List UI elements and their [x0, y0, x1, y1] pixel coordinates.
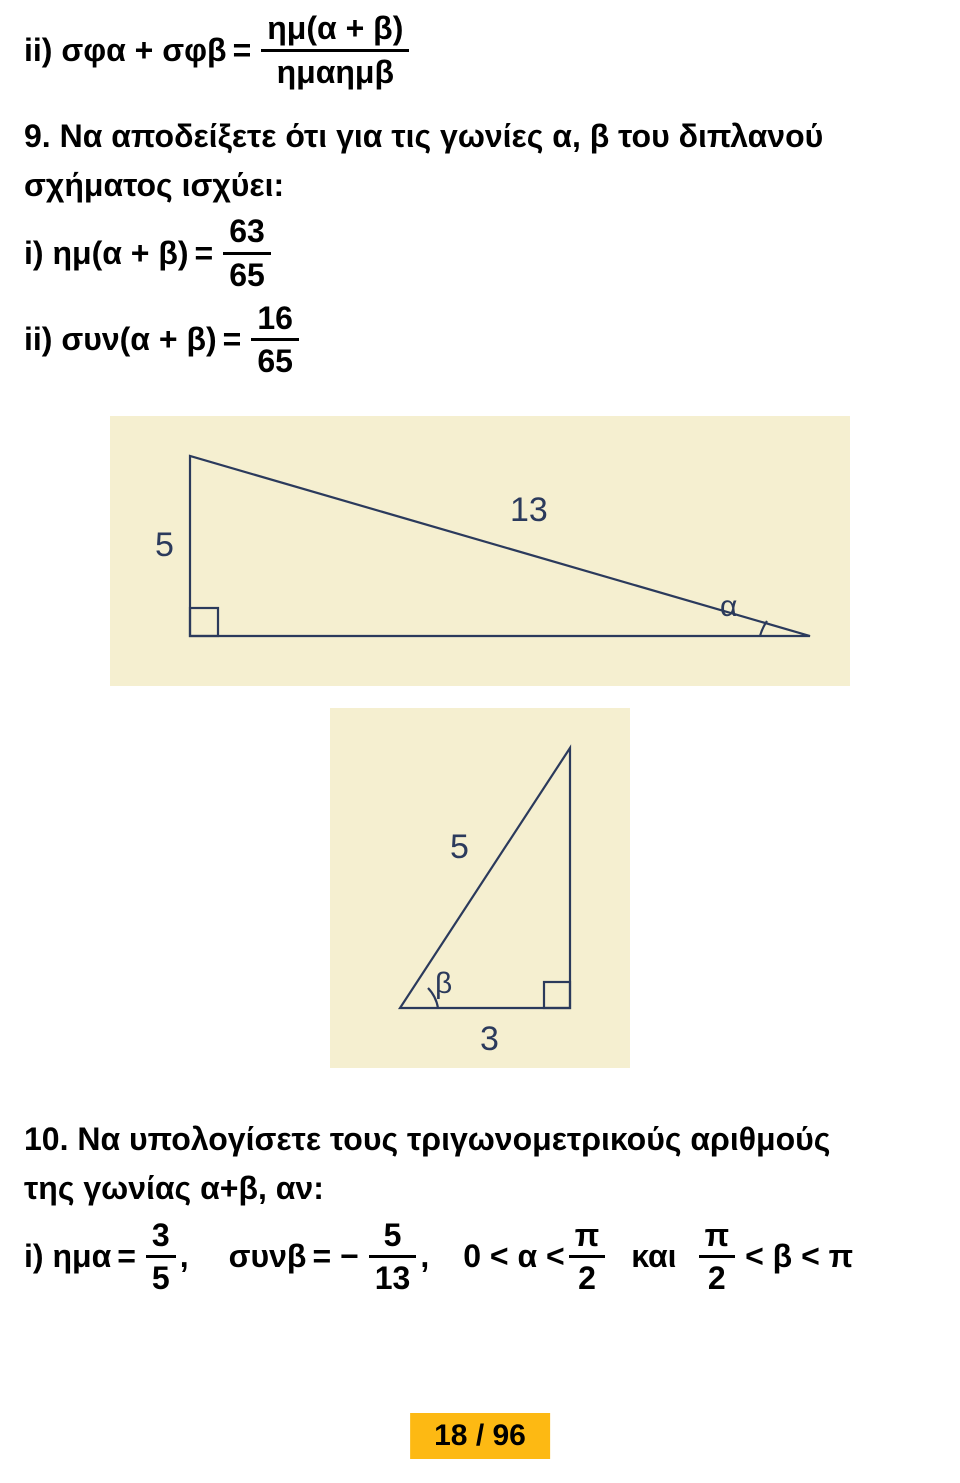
figure-1-label-13: 13: [510, 491, 548, 529]
p10-s-num: 5: [378, 1217, 408, 1254]
fraction-bar: [146, 1255, 176, 1258]
problem-10: 10. Να υπολογίσετε τους τριγωνομετρικούς…: [24, 1118, 936, 1297]
p10-i-num: 3: [146, 1217, 176, 1254]
p10-intro-line2: της γωνίας α+β, αν:: [24, 1167, 324, 1210]
eq-ii-num: ημ(α + β): [261, 10, 409, 47]
eq-ii-fraction: ημ(α + β) ημαημβ: [261, 10, 409, 91]
p10-intro-line1: 10. Να υπολογίσετε τους τριγωνομετρικούς…: [24, 1118, 830, 1161]
p10-pi2-a: π 2: [569, 1217, 606, 1298]
p10-synb: συνβ: [229, 1235, 307, 1278]
p10-i-eq: =: [117, 1235, 136, 1278]
fraction-bar: [223, 252, 271, 255]
p10-s-den: 13: [369, 1260, 417, 1297]
p10-i-den: 5: [146, 1260, 176, 1297]
p10-comma-2: ,: [420, 1235, 429, 1278]
page-number: 18 / 96: [410, 1413, 550, 1459]
p10-kai: και: [631, 1235, 676, 1278]
p9-intro-line2: σχήματος ισχύει:: [24, 164, 284, 207]
p9-i-lhs: i) ημ(α + β): [24, 232, 189, 275]
problem-9: 9. Να αποδείξετε ότι για τις γωνίες α, β…: [24, 115, 936, 381]
figure-2: 5 3 β: [24, 708, 936, 1068]
p9-i-num: 63: [223, 213, 271, 250]
p10-i-fraction: 3 5: [146, 1217, 176, 1298]
eq-ii-lhs: ii) σφα + σφβ: [24, 29, 227, 72]
figure-2-label-3: 3: [480, 1020, 499, 1058]
p9-ii-num: 16: [251, 300, 299, 337]
figure-2-svg: 5 3 β: [330, 708, 630, 1068]
p10-two-b: 2: [702, 1260, 732, 1297]
equation-ii-top: ii) σφα + σφβ = ημ(α + β) ημαημβ: [24, 10, 936, 91]
p9-ii-eq: =: [223, 318, 242, 361]
p9-ii-fraction: 16 65: [251, 300, 299, 381]
p9-ii-den: 65: [251, 343, 299, 380]
figure-1-label-alpha: α: [720, 590, 737, 623]
fraction-bar: [261, 49, 409, 52]
p10-pi-a: π: [569, 1217, 606, 1254]
figure-1: 5 13 α: [24, 416, 936, 686]
figure-1-svg: 5 13 α: [110, 416, 850, 686]
figure-2-label-beta: β: [435, 967, 452, 1000]
fraction-bar: [369, 1255, 417, 1258]
figure-1-label-5: 5: [155, 526, 174, 564]
fraction-bar: [251, 338, 299, 341]
p9-i-fraction: 63 65: [223, 213, 271, 294]
figure-2-label-5: 5: [450, 828, 469, 866]
p10-pi-b: π: [699, 1217, 736, 1254]
p10-lt-beta: < β < π: [745, 1235, 853, 1278]
p10-pi2-b: π 2: [699, 1217, 736, 1298]
p10-two-a: 2: [572, 1260, 602, 1297]
p10-comma-1: ,: [180, 1235, 189, 1278]
p9-i-den: 65: [223, 257, 271, 294]
p10-range-a-pre: 0 < α <: [463, 1235, 565, 1278]
p10-i-lhs: i) ημα: [24, 1235, 111, 1278]
p10-neg: = −: [312, 1235, 358, 1278]
page: ii) σφα + σφβ = ημ(α + β) ημαημβ 9. Να α…: [0, 0, 960, 1483]
p9-ii-lhs: ii) συν(α + β): [24, 318, 217, 361]
fraction-bar: [569, 1255, 606, 1258]
eq-ii-equals: =: [233, 29, 252, 72]
eq-ii-den: ημαημβ: [271, 54, 400, 91]
p9-i-eq: =: [195, 232, 214, 275]
p10-synb-fraction: 5 13: [369, 1217, 417, 1298]
fraction-bar: [699, 1255, 736, 1258]
p9-intro-line1: 9. Να αποδείξετε ότι για τις γωνίες α, β…: [24, 115, 823, 158]
